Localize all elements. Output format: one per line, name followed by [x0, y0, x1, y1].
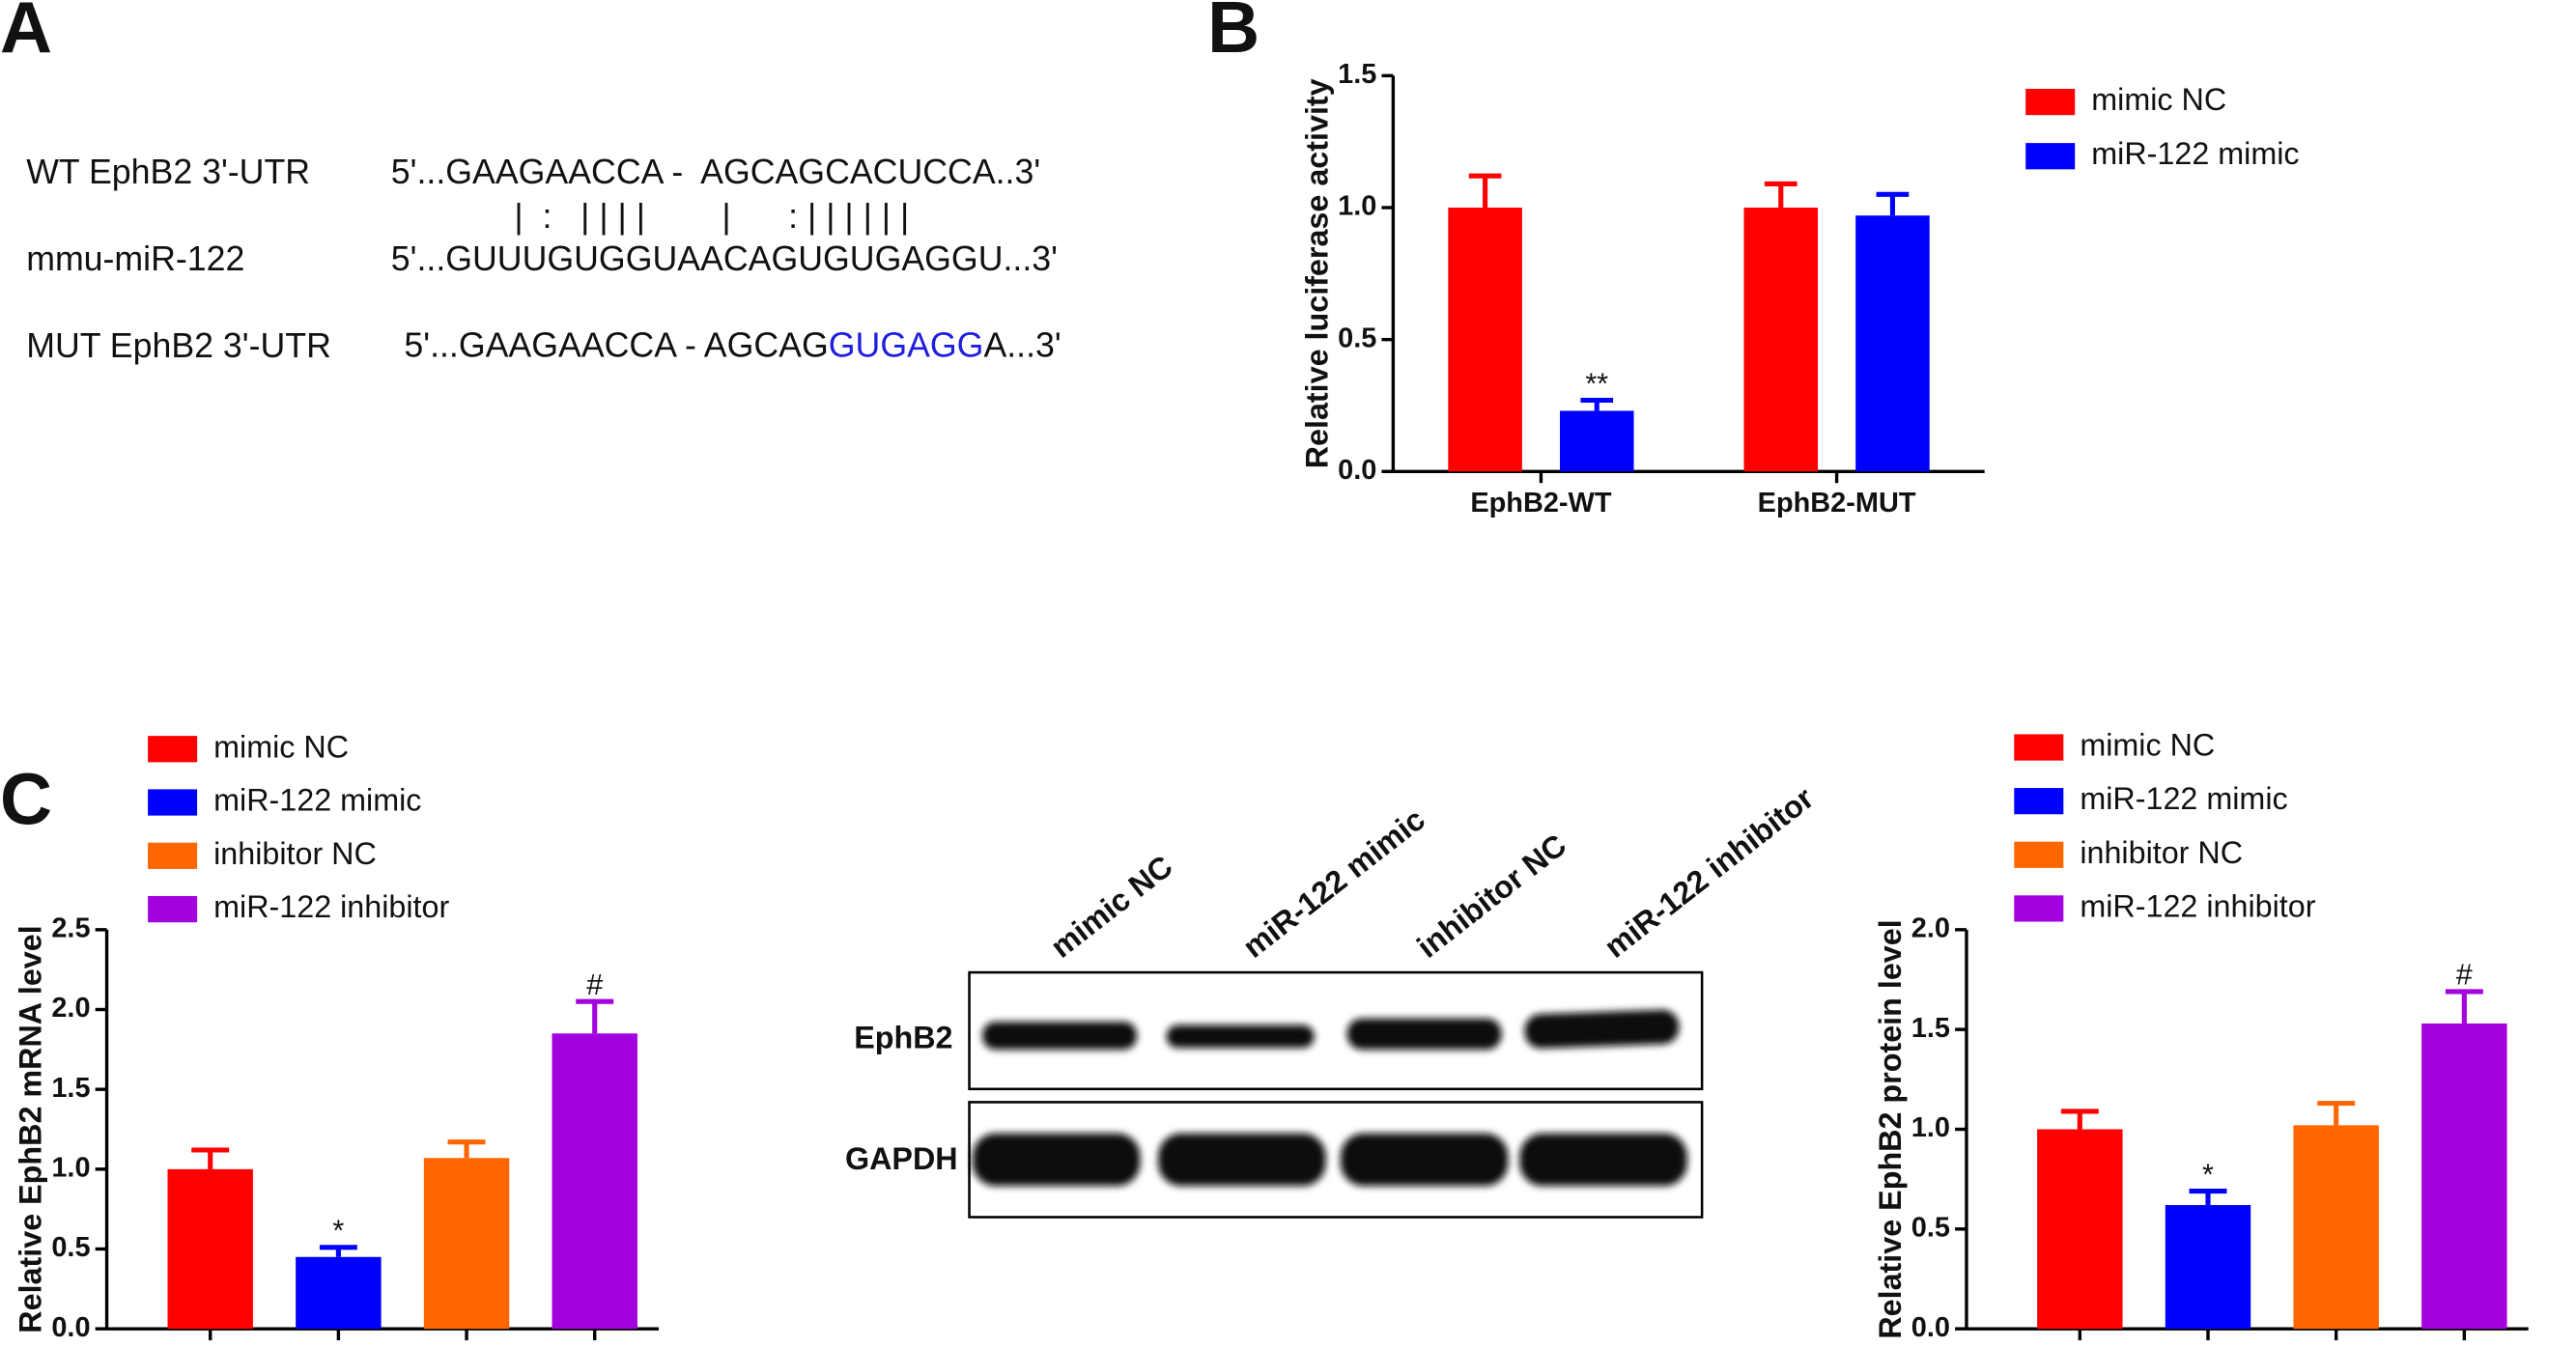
blot-row-label: EphB2 — [854, 1020, 952, 1054]
y-tick-label: 1.0 — [1911, 1112, 1950, 1143]
legend-label: miR-122 mimic — [2080, 781, 2287, 816]
x-tick-label: EphB2-WT — [1470, 488, 1611, 519]
y-tick-label: 2.5 — [51, 912, 90, 943]
y-axis-title: Relative EphB2 protein level — [1873, 919, 1908, 1338]
bar — [2037, 1129, 2123, 1330]
legend-swatch — [148, 842, 198, 869]
significance: * — [2202, 1158, 2214, 1191]
bar — [423, 1158, 510, 1330]
error-bar — [191, 1147, 230, 1169]
legend-swatch — [2025, 88, 2076, 116]
legend-label: mimic NC — [2080, 728, 2215, 763]
y-tick-label: 0.0 — [1911, 1312, 1950, 1343]
y-tick-label: 2.0 — [51, 993, 90, 1024]
bar — [296, 1256, 382, 1330]
bar — [167, 1168, 253, 1330]
legend-label: miR-122 inhibitor — [2080, 888, 2315, 923]
blot-lane-label: miR-122 mimic — [1236, 801, 1431, 965]
blot-lane-label: mimic NC — [1044, 849, 1179, 965]
blot-lane-label: miR-122 inhibitor — [1598, 780, 1820, 965]
pairing: | : | | | | | : | | | | | | — [514, 197, 909, 236]
legend-label: mimic NC — [2091, 82, 2226, 117]
error-bar — [2060, 1108, 2099, 1130]
legend-label: inhibitor NC — [213, 836, 377, 871]
legend-label: miR-122 mimic — [213, 783, 421, 818]
bar — [2293, 1125, 2379, 1330]
legend-swatch — [2014, 895, 2064, 922]
error-bar — [1876, 191, 1910, 216]
error-bar — [576, 998, 614, 1034]
blot-lane-label: inhibitor NC — [1410, 828, 1572, 965]
sequence-label: MUT EphB2 3'-UTR — [26, 326, 331, 365]
x-tick-label: EphB2-MUT — [1758, 488, 1916, 519]
panel-label: B — [1207, 0, 1260, 68]
error-bar — [2445, 989, 2483, 1024]
y-tick-label: 0.0 — [1338, 455, 1376, 486]
blot-row-label: GAPDH — [845, 1141, 958, 1176]
legend-swatch — [2014, 734, 2064, 761]
sequence: 5'...GAAGAACCA - AGCAGGUGAGGA...3' — [404, 326, 1061, 365]
y-tick-label: 1.0 — [51, 1152, 90, 1183]
y-tick-label: 0.5 — [1911, 1212, 1950, 1243]
bar — [2421, 1023, 2507, 1330]
significance: # — [586, 968, 603, 1001]
bar — [1743, 208, 1819, 472]
legend-swatch — [2025, 143, 2076, 170]
y-axis-title: Relative EphB2 mRNA level — [14, 925, 48, 1333]
significance: # — [2456, 959, 2473, 992]
y-tick-label: 2.0 — [1911, 912, 1950, 943]
y-tick-label: 1.5 — [1911, 1013, 1950, 1044]
error-bar — [2317, 1101, 2356, 1126]
legend-swatch — [148, 736, 198, 763]
significance: * — [332, 1215, 344, 1248]
panel-label: C — [0, 758, 52, 839]
sequence-label: mmu-miR-122 — [26, 239, 244, 278]
bar — [1448, 208, 1522, 472]
error-bar — [1580, 397, 1614, 411]
panel-label: A — [0, 0, 52, 68]
error-bar — [1468, 173, 1502, 209]
legend-swatch — [148, 895, 198, 923]
legend-swatch — [2014, 841, 2064, 868]
sequence: 5'...GUUUGUGGUAACAGUGUGAGGU...3' — [391, 239, 1058, 278]
western-blot: EphB2 GAPDH mimic NC miR-122 mimic inhib… — [845, 780, 1821, 1219]
y-tick-label: 0.5 — [1338, 323, 1376, 353]
significance: ** — [1585, 367, 1608, 400]
legend-label: inhibitor NC — [2080, 835, 2243, 870]
bar — [1559, 410, 1634, 472]
bar — [1855, 215, 1930, 472]
legend-label: miR-122 mimic — [2091, 136, 2299, 171]
bar — [2165, 1205, 2251, 1330]
y-axis-title: Relative luciferase activity — [1299, 78, 1334, 468]
error-bar — [319, 1245, 357, 1257]
error-bar — [447, 1139, 486, 1159]
legend-label: miR-122 inhibitor — [213, 889, 449, 924]
y-tick-label: 0.5 — [51, 1232, 90, 1263]
bar — [552, 1033, 637, 1330]
error-bar — [2189, 1189, 2227, 1206]
y-tick-label: 1.0 — [1338, 191, 1376, 222]
error-bar — [1764, 181, 1798, 209]
legend-label: mimic NC — [213, 729, 349, 764]
legend-swatch — [2014, 788, 2064, 815]
sequence-label: WT EphB2 3'-UTR — [26, 153, 310, 191]
y-tick-label: 0.0 — [51, 1312, 90, 1343]
y-tick-label: 1.5 — [1338, 59, 1376, 90]
legend-swatch — [148, 789, 198, 816]
sequence: 5'...GAAGAACCA - AGCAGCACUCCA..3' — [391, 153, 1040, 191]
y-tick-label: 1.5 — [51, 1073, 90, 1104]
